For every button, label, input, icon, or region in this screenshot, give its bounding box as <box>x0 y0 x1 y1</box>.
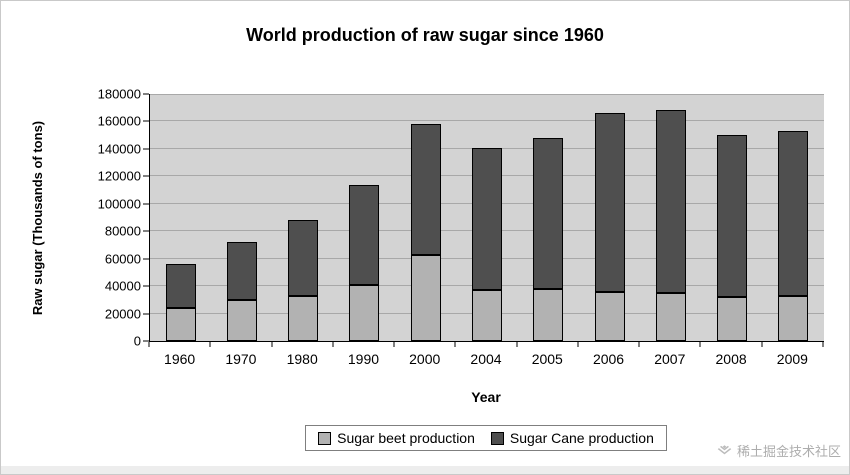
chart-title: World production of raw sugar since 1960 <box>246 25 604 45</box>
bar-group-1960 <box>165 94 196 341</box>
bar-segment-beet-2004 <box>472 290 502 341</box>
y-tick-label: 180000 <box>97 86 141 102</box>
legend: Sugar beet production Sugar Cane product… <box>149 425 823 451</box>
bar-group-2006 <box>594 94 625 341</box>
y-tick-label: 0 <box>133 333 141 349</box>
y-axis-tickmark <box>143 148 149 150</box>
y-axis-label: Raw sugar (Thousands of tons) <box>30 120 46 315</box>
bar-segment-beet-2005 <box>533 288 564 341</box>
x-tick-label: 1970 <box>225 351 257 367</box>
x-tick-label: 2008 <box>715 351 747 367</box>
x-axis-tickmark <box>148 342 150 347</box>
x-tick-label: 1980 <box>286 351 318 367</box>
x-axis-tick-labels: 1960 1970 1980 1990 2000 2004 2005 2006 2007 2008… <box>148 342 824 382</box>
x-tick-label: 2006 <box>592 351 625 367</box>
watermark-text: 稀土掘金技术社区 <box>736 444 841 459</box>
bar-segment-cane-1970 <box>226 242 257 300</box>
x-axis-tickmark <box>209 342 211 347</box>
bar-segment-cane-1960 <box>165 264 196 309</box>
y-axis-label-wrap: Raw sugar (Thousands of tons) <box>17 94 59 341</box>
x-axis-title: Year <box>471 389 501 405</box>
x-axis-tickmark <box>699 342 701 347</box>
x-axis-tickmark <box>393 342 395 347</box>
x-tick-label: 1990 <box>347 351 380 367</box>
y-tick-label: 100000 <box>97 196 141 212</box>
y-axis-tickmark <box>143 175 149 177</box>
y-tick-label: 160000 <box>97 113 141 129</box>
bar-segment-beet-2000 <box>410 254 441 341</box>
bar-segment-beet-2008 <box>717 297 748 341</box>
x-axis-tickmark <box>454 342 456 347</box>
bar-group-2000 <box>410 94 441 341</box>
x-tick-label: 1960 <box>164 351 196 367</box>
gridline <box>150 120 824 122</box>
bar-segment-beet-1970 <box>226 299 257 341</box>
plot-area <box>149 94 824 342</box>
x-tick-label: 2009 <box>776 351 808 367</box>
y-axis-tick-labels: 0 20000 40000 60000 80000 100000 120000 140000 1… <box>57 87 141 349</box>
bar-segment-cane-2005 <box>533 137 564 289</box>
bar-group-2009 <box>778 94 809 341</box>
bar-segment-cane-2009 <box>778 131 809 296</box>
y-axis-tickmark <box>143 230 149 232</box>
bar-segment-cane-2000 <box>410 124 441 255</box>
bar-segment-cane-2004 <box>472 147 502 291</box>
bar-group-1970 <box>226 94 257 341</box>
bar-segment-cane-1990 <box>349 184 380 285</box>
legend-item-sugar-cane: Sugar Cane production <box>490 430 654 446</box>
y-axis-tickmark <box>143 203 149 205</box>
watermark: 稀土掘金技术社区 <box>717 441 841 460</box>
bar-segment-beet-1960 <box>165 308 196 341</box>
x-tick-label: 2007 <box>654 351 686 367</box>
y-tick-label: 140000 <box>97 141 141 157</box>
bar-group-2007 <box>655 94 686 341</box>
bar-group-2008 <box>717 94 748 341</box>
juejin-logo-icon <box>717 445 732 456</box>
bar-group-2005 <box>533 94 564 341</box>
bar-segment-cane-2008 <box>717 135 748 298</box>
y-tick-label: 60000 <box>104 251 141 267</box>
bar-group-1980 <box>288 94 319 341</box>
y-axis-tickmark <box>143 285 149 287</box>
bar-segment-beet-1980 <box>288 295 319 341</box>
bar-segment-beet-2007 <box>655 292 686 341</box>
y-axis-tickmark <box>143 120 149 122</box>
y-tick-label: 20000 <box>104 306 141 322</box>
y-axis-tickmark <box>143 340 149 342</box>
x-axis-tickmark <box>271 342 273 347</box>
legend-label-sugar-cane: Sugar Cane production <box>509 430 654 446</box>
gridline <box>150 94 824 95</box>
legend-box: Sugar beet production Sugar Cane product… <box>305 425 667 451</box>
x-axis-tickmark <box>761 342 763 347</box>
x-tick-label: 2004 <box>470 351 502 367</box>
x-tick-label: 2005 <box>531 351 563 367</box>
y-axis-tickmark <box>143 93 149 95</box>
sugar-beet-swatch-icon <box>318 431 332 445</box>
y-tick-label: 40000 <box>104 278 141 294</box>
x-axis-tickmark <box>577 342 579 347</box>
bar-segment-beet-2006 <box>594 291 625 341</box>
bar-segment-cane-1980 <box>288 220 319 296</box>
sugar-cane-swatch-icon <box>490 431 504 445</box>
x-tick-label: 2000 <box>409 351 441 367</box>
y-axis-tickmarks <box>143 93 149 342</box>
bar-segment-cane-2007 <box>655 110 686 293</box>
legend-label-sugar-beet: Sugar beet production <box>337 430 475 446</box>
y-axis-tickmark <box>143 258 149 260</box>
x-axis-tickmark <box>822 342 824 347</box>
bar-segment-beet-1990 <box>349 284 380 341</box>
x-axis-tickmark <box>332 342 334 347</box>
x-axis-tickmark <box>516 342 518 347</box>
y-tick-label: 80000 <box>104 223 141 239</box>
legend-item-sugar-beet: Sugar beet production <box>318 430 475 446</box>
bar-group-2004 <box>472 94 502 341</box>
bar-segment-beet-2009 <box>778 295 809 341</box>
bar-segment-cane-2006 <box>594 113 625 292</box>
bottom-strip <box>1 466 849 474</box>
y-tick-label: 120000 <box>97 168 141 184</box>
y-axis-tickmark <box>143 313 149 315</box>
bar-group-1990 <box>349 94 380 341</box>
x-axis-tickmark <box>638 342 640 347</box>
